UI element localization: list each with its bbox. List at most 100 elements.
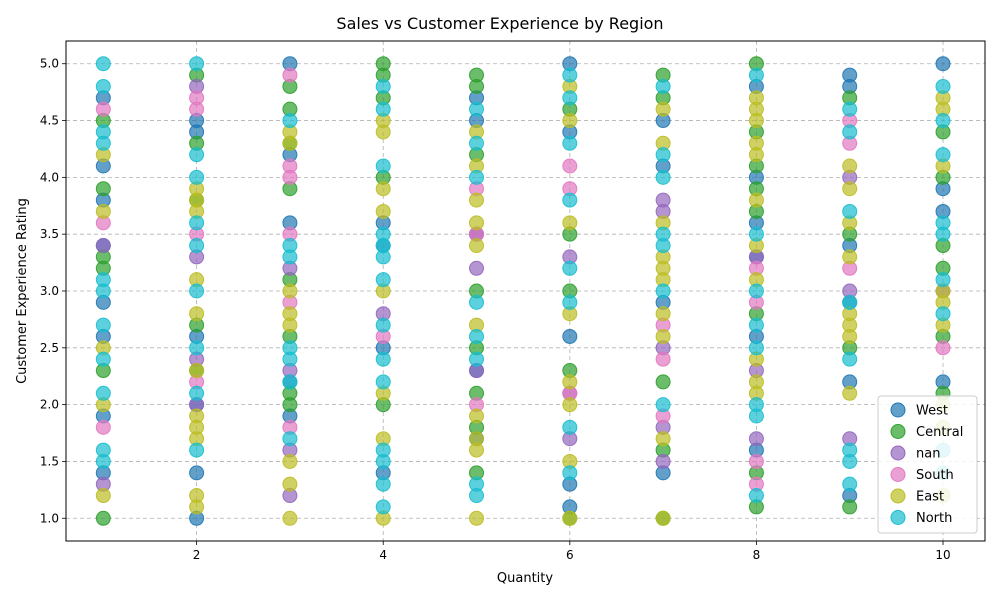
data-point (748, 147, 764, 163)
y-tick-label: 2.0 (40, 398, 59, 412)
data-point (189, 340, 205, 356)
legend-label: South (916, 468, 954, 483)
y-tick-label: 4.0 (40, 170, 59, 184)
data-point (189, 306, 205, 322)
data-point (189, 238, 205, 254)
data-point (655, 351, 671, 367)
legend-item: North (890, 510, 952, 526)
data-point (469, 442, 485, 458)
legend-marker (890, 467, 906, 482)
x-tick-label: 4 (379, 548, 387, 562)
data-point (375, 317, 391, 333)
data-point (95, 419, 111, 435)
data-point (655, 510, 671, 526)
data-point (282, 476, 298, 492)
data-point (189, 147, 205, 163)
data-point (935, 56, 951, 72)
data-point (375, 203, 391, 219)
data-point (469, 135, 485, 151)
data-point (562, 510, 578, 526)
data-point (655, 397, 671, 413)
data-point (748, 431, 764, 447)
legend-marker (890, 510, 906, 525)
data-point (189, 442, 205, 458)
data-point (842, 385, 858, 401)
data-point (95, 317, 111, 333)
data-point (655, 306, 671, 322)
data-point (748, 408, 764, 424)
data-point (655, 147, 671, 163)
data-point (842, 453, 858, 469)
data-point (655, 238, 671, 254)
y-tick-label: 3.5 (40, 227, 59, 241)
data-point (935, 340, 951, 356)
data-point (375, 453, 391, 469)
data-point (655, 328, 671, 344)
data-point (375, 181, 391, 197)
data-point (748, 67, 764, 83)
data-point (95, 56, 111, 72)
y-tick-label: 4.5 (40, 114, 59, 128)
data-point (562, 328, 578, 344)
data-point (282, 67, 298, 83)
x-tick-label: 8 (753, 548, 761, 562)
data-point (189, 385, 205, 401)
data-point (469, 78, 485, 94)
legend-label: nan (916, 447, 940, 462)
data-point (282, 431, 298, 447)
data-point (189, 283, 205, 299)
data-point (842, 294, 858, 310)
data-point (282, 351, 298, 367)
data-point (375, 499, 391, 515)
data-point (655, 169, 671, 185)
data-point (469, 488, 485, 504)
y-tick-label: 2.5 (40, 341, 59, 355)
data-point (375, 158, 391, 174)
data-point (469, 169, 485, 185)
data-point (842, 101, 858, 117)
legend-label: East (916, 490, 944, 505)
data-point (842, 499, 858, 515)
legend-item: nan (890, 445, 940, 462)
legend-item: East (890, 488, 944, 505)
data-point (95, 510, 111, 526)
data-point (562, 465, 578, 481)
data-point (562, 260, 578, 276)
data-point (469, 351, 485, 367)
data-point (95, 385, 111, 401)
data-point (748, 317, 764, 333)
data-point (748, 453, 764, 469)
data-point (282, 283, 298, 299)
data-point (748, 340, 764, 356)
data-point (469, 192, 485, 208)
y-axis-label: Customer Experience Rating (15, 198, 30, 384)
data-point (562, 135, 578, 151)
data-point (469, 408, 485, 424)
data-point (95, 351, 111, 367)
data-point (562, 67, 578, 83)
data-point (375, 101, 391, 117)
data-point (469, 294, 485, 310)
data-point (469, 101, 485, 117)
legend-label: West (916, 404, 948, 419)
y-tick-label: 3.0 (40, 284, 59, 298)
data-point (562, 192, 578, 208)
data-point (469, 238, 485, 254)
data-point (95, 101, 111, 117)
legend-marker (890, 424, 906, 439)
data-point (95, 181, 111, 197)
data-point (375, 249, 391, 265)
data-point (562, 158, 578, 174)
data-point (562, 215, 578, 231)
data-point (375, 78, 391, 94)
data-point (282, 510, 298, 526)
data-point (469, 215, 485, 231)
data-point (842, 158, 858, 174)
data-point (189, 363, 205, 379)
legend-label: Central (916, 425, 963, 440)
data-point (282, 169, 298, 185)
data-point (189, 56, 205, 72)
data-point (95, 238, 111, 254)
data-point (282, 453, 298, 469)
